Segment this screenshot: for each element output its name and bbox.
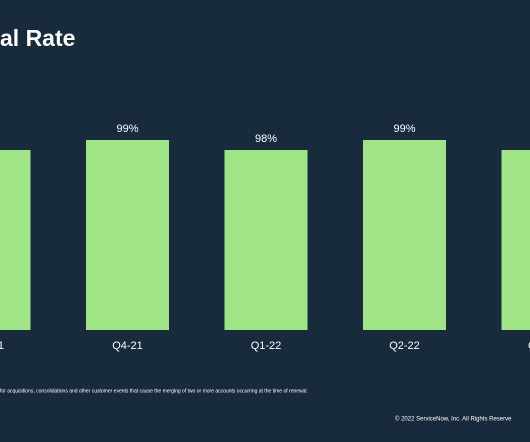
chart-title: al Rate [0,25,75,51]
bar [501,150,530,330]
footnote: for acquisitions, consolidations and oth… [0,388,308,394]
x-tick-label: 1 [0,340,4,352]
copyright: © 2022 ServiceNow, Inc. All Rights Reser… [395,416,512,423]
bar [363,140,446,330]
x-tick-label: Q2-22 [389,340,420,352]
bar [224,150,308,330]
x-tick-label: Q4-21 [112,340,143,352]
bar [86,140,169,330]
x-tick-label: Q [528,340,530,352]
x-tick-label: Q1-22 [251,340,282,352]
value-label: 98% [255,133,277,145]
bar [0,150,31,330]
value-label: 99% [393,123,415,135]
value-label: 99% [116,123,138,135]
